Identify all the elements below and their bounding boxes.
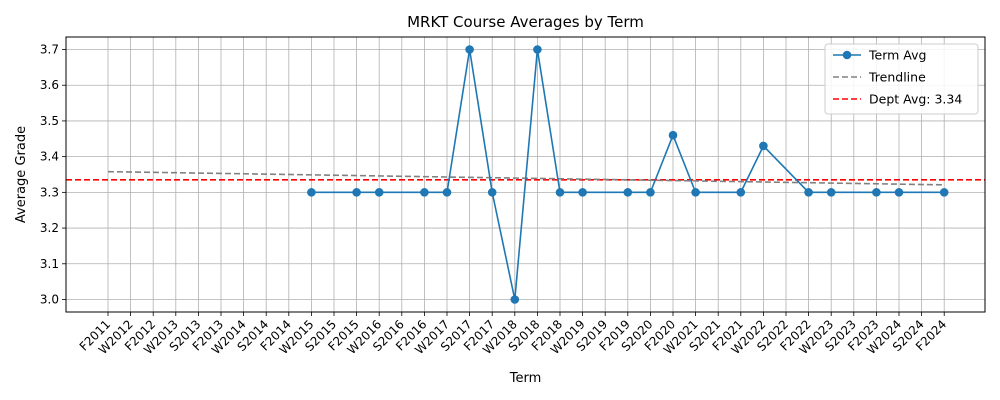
legend-item-dept-avg-label: Dept Avg: 3.34 <box>869 92 962 107</box>
term-avg-point <box>826 188 836 197</box>
legend-box <box>824 43 979 115</box>
term-avg-point <box>374 188 384 197</box>
term-avg-point <box>307 188 316 197</box>
term-avg-point <box>442 188 452 197</box>
y-tick-label: 3.2 <box>40 221 59 235</box>
legend: Term Avg Trendline Dept Avg: 3.34 <box>824 43 979 115</box>
term-avg-point <box>623 188 633 197</box>
y-axis-label: Average Grade <box>14 126 29 223</box>
plot-frame <box>65 36 986 313</box>
x-axis-label: Term <box>509 371 542 386</box>
y-tick-label: 3.7 <box>40 43 59 57</box>
term-avg-point <box>804 188 813 197</box>
y-tick-label: 3.4 <box>40 150 59 164</box>
term-avg-point <box>510 295 520 304</box>
term-avg-point <box>691 188 700 197</box>
term-avg-point <box>894 188 904 197</box>
legend-item-term-avg-label: Term Avg <box>868 48 926 63</box>
y-tick-label: 3.1 <box>40 257 59 271</box>
term-avg-line <box>311 49 945 300</box>
term-avg-point <box>939 188 949 197</box>
y-axis-ticks: 3.0 3.1 3.2 3.3 3.4 3.5 3.6 3.7 <box>40 43 66 307</box>
term-avg-point <box>487 188 497 197</box>
term-avg-point <box>646 188 655 197</box>
term-avg-point <box>420 188 429 197</box>
legend-items: Term Avg Trendline Dept Avg: 3.34 <box>833 48 962 107</box>
term-avg-point <box>759 141 768 151</box>
term-avg-point <box>352 188 361 197</box>
series <box>66 45 985 304</box>
term-avg-point <box>578 188 587 197</box>
y-tick-label: 3.0 <box>40 293 59 307</box>
y-tick-label: 3.5 <box>40 114 59 128</box>
legend-item-term-avg-marker <box>842 50 852 60</box>
term-avg-point <box>555 188 565 197</box>
y-tick-label: 3.3 <box>40 185 59 199</box>
term-avg-point <box>533 45 542 54</box>
chart-title: MRKT Course Averages by Term <box>407 13 644 31</box>
legend-item-trendline-label: Trendline <box>868 70 926 85</box>
term-avg-point <box>736 188 746 197</box>
term-avg-point <box>872 188 881 197</box>
y-tick-label: 3.6 <box>40 78 59 92</box>
term-avg-point <box>668 130 678 140</box>
term-avg-point <box>465 45 474 54</box>
